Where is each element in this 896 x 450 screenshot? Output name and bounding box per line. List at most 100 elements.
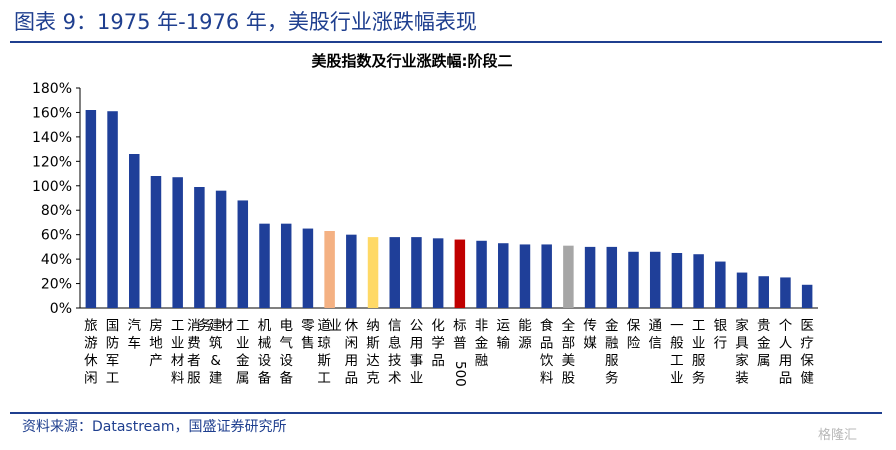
- x-tick-char: 防: [106, 336, 120, 352]
- x-tick-char: 筑: [209, 336, 223, 352]
- x-tick-char: 务: [692, 371, 706, 387]
- x-tick-label: 贵金属: [757, 318, 771, 369]
- y-tick-label: 160%: [32, 105, 72, 121]
- y-axis: 0% 20% 40% 60% 80% 100% 120% 140% 160% 180%: [32, 81, 818, 317]
- x-tick-char: 业: [692, 336, 706, 352]
- x-tick-char: 信: [388, 318, 402, 334]
- x-tick-char: 健: [800, 371, 814, 387]
- x-tick-char: 地: [149, 336, 163, 352]
- bar: [498, 243, 509, 308]
- x-tick-char: 设: [258, 353, 272, 369]
- bar: [606, 246, 618, 308]
- chart-title: 美股指数及行业涨跌幅:阶段二: [312, 52, 513, 70]
- x-tick-label: 零售: [301, 318, 315, 352]
- y-tick-label: 120%: [32, 154, 72, 170]
- x-tick-char: 贵: [757, 318, 771, 334]
- bar: [671, 253, 683, 308]
- x-tick-char: 服: [605, 353, 619, 369]
- header-rule: [10, 41, 882, 43]
- x-tick-char: 服: [187, 371, 201, 387]
- x-tick-char: 业: [171, 336, 185, 352]
- x-tick-label: 建筑&建材: [209, 318, 234, 387]
- bar: [628, 251, 639, 308]
- x-tick-char: 运: [497, 318, 511, 334]
- x-tick-char: 斯: [366, 336, 380, 352]
- x-tick-char: 部: [562, 336, 576, 352]
- bar: [129, 154, 140, 308]
- x-tick-char: 标: [453, 318, 467, 334]
- x-tick-char: 工: [236, 318, 250, 334]
- bar: [758, 276, 769, 308]
- x-tick-char: 费: [187, 336, 201, 352]
- x-tick-char: 一: [670, 318, 684, 334]
- x-tick-char: 美: [562, 353, 576, 369]
- x-tick-char: 军: [106, 353, 120, 369]
- x-tick-char: 学: [431, 336, 445, 352]
- x-tick-char: 饮: [540, 353, 554, 369]
- x-tick-char: 休: [84, 353, 98, 369]
- x-tick-char: 旅: [84, 318, 98, 334]
- y-tick-label: 180%: [32, 81, 72, 97]
- x-tick-char: 属: [236, 371, 250, 387]
- x-tick-char: 500: [452, 361, 468, 387]
- x-tick-char: 通: [648, 318, 662, 334]
- x-tick-char: &: [210, 353, 221, 369]
- bar: [389, 237, 400, 308]
- y-tick-label: 80%: [41, 203, 72, 219]
- bar: [563, 245, 574, 308]
- x-tick-char: 务: [198, 318, 212, 334]
- x-tick-char: 务: [605, 371, 619, 387]
- x-tick-label: 化学品: [431, 318, 445, 369]
- x-tick-char: 汽: [128, 318, 142, 334]
- x-tick-char: 全: [562, 317, 576, 334]
- y-tick-label: 140%: [32, 130, 72, 146]
- bar: [432, 238, 444, 308]
- x-tick-char: 业: [670, 371, 684, 387]
- x-tick-char: 源: [518, 336, 532, 352]
- x-tick-char: 用: [410, 336, 424, 352]
- x-tick-char: 具: [735, 336, 749, 352]
- x-tick-char: 建: [209, 371, 223, 387]
- x-tick-label: 能源: [518, 318, 532, 352]
- x-tick-label: 非金融: [475, 318, 489, 369]
- x-tick-char: 者: [187, 353, 201, 369]
- x-tick-char: 化: [431, 318, 445, 334]
- bar: [519, 244, 531, 308]
- y-tick-label: 60%: [41, 228, 72, 244]
- x-tick-char: 业: [328, 318, 342, 334]
- x-tick-char: 电: [279, 318, 293, 334]
- y-tick-label: 40%: [41, 252, 72, 268]
- bar: [649, 251, 661, 308]
- x-tick-char: 料: [540, 371, 554, 387]
- bar: [280, 223, 292, 308]
- x-tick-char: 闲: [84, 371, 98, 387]
- x-tick-char: 工: [106, 371, 120, 387]
- x-tick-char: 游: [84, 336, 98, 352]
- bar: [259, 223, 270, 308]
- x-tick-char: 食: [540, 317, 554, 334]
- x-tick-char: 琼: [317, 336, 331, 352]
- bar: [715, 261, 726, 308]
- x-tick-char: 工: [692, 318, 706, 334]
- x-tick-char: 达: [366, 353, 380, 369]
- x-tick-char: 疗: [800, 336, 814, 352]
- bar: [584, 246, 596, 308]
- x-tick-label: 汽车: [128, 318, 142, 352]
- x-tick-char: 用: [779, 353, 793, 369]
- x-tick-char: 金: [605, 318, 619, 334]
- x-tick-char: 公: [410, 318, 424, 334]
- bar: [411, 237, 422, 308]
- x-tick-char: 金: [475, 336, 489, 352]
- x-tick-label: 标普 500: [452, 318, 468, 387]
- x-tick-char: 输: [497, 336, 511, 352]
